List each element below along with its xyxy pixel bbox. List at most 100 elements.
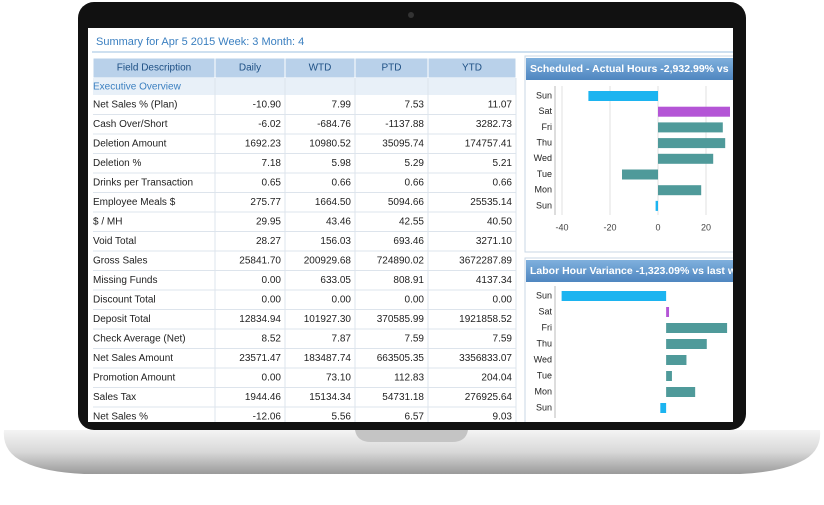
y-tick-label: Fri — [542, 122, 553, 132]
row-label: Drinks per Transaction — [93, 177, 193, 188]
x-tick-label: -40 — [555, 222, 568, 232]
cell-value: 370585.99 — [377, 314, 425, 325]
cell-value: -6.02 — [258, 119, 281, 130]
y-tick-label: Wed — [534, 354, 552, 364]
row-label: Employee Meals $ — [93, 197, 176, 208]
bar — [658, 106, 730, 117]
cell-value: 11.07 — [488, 99, 513, 110]
cell-value: -1137.88 — [385, 119, 424, 130]
cell-value: 174757.41 — [465, 138, 513, 149]
x-tick-label: 20 — [701, 222, 711, 232]
cell-value: 663505.35 — [377, 353, 425, 364]
cell-value: 4137.34 — [476, 275, 513, 286]
cell-value: 183487.74 — [304, 353, 352, 364]
cell-value: 5.98 — [332, 158, 352, 169]
cell-value: 15134.34 — [309, 392, 351, 403]
bar — [666, 355, 687, 365]
x-tick-label: -20 — [603, 222, 616, 232]
row-label: Check Average (Net) — [93, 333, 186, 344]
bar — [561, 291, 667, 301]
cell-value: 0.00 — [405, 294, 425, 305]
column-header-label: Field Description — [117, 63, 191, 74]
bar — [666, 371, 672, 381]
y-tick-label: Sat — [538, 106, 552, 116]
bar — [622, 169, 658, 180]
cell-value: 7.18 — [262, 158, 282, 169]
cell-value: 1692.23 — [245, 138, 282, 149]
row-label: Void Total — [93, 236, 136, 247]
chart-header — [526, 260, 733, 282]
base-notch — [355, 430, 468, 442]
row-label: Promotion Amount — [93, 372, 175, 383]
y-tick-label: Fri — [542, 322, 553, 332]
cell-value: 25535.14 — [470, 197, 512, 208]
cell-value: -10.90 — [253, 99, 282, 110]
cell-value: 6.57 — [405, 411, 425, 422]
bar — [655, 200, 658, 211]
cell-value: 0.66 — [493, 177, 513, 188]
row-label: Cash Over/Short — [93, 119, 168, 130]
y-tick-label: Wed — [534, 153, 552, 163]
cell-value: 112.83 — [394, 372, 424, 383]
y-tick-label: Sun — [536, 90, 552, 100]
column-header-label: YTD — [462, 63, 482, 74]
cell-value: 12834.94 — [239, 314, 281, 325]
cell-value: 3282.73 — [476, 119, 513, 130]
row-label: Discount Total — [93, 294, 156, 305]
y-tick-label: Sun — [536, 402, 552, 412]
cell-value: 25841.70 — [239, 255, 281, 266]
row-label: Deletion Amount — [93, 138, 167, 149]
cell-value: 0.00 — [493, 294, 513, 305]
cell-value: 0.65 — [262, 177, 282, 188]
cell-value: 1664.50 — [315, 197, 352, 208]
bar — [658, 153, 714, 164]
cell-value: 1921858.52 — [459, 314, 512, 325]
camera — [408, 12, 414, 18]
cell-value: -684.76 — [317, 119, 351, 130]
bar — [658, 185, 702, 196]
cell-value: 3271.10 — [476, 236, 513, 247]
bar — [666, 339, 707, 349]
cell-value: 42.55 — [399, 216, 424, 227]
cell-value: 7.59 — [493, 333, 513, 344]
cell-value: 28.27 — [256, 236, 281, 247]
y-tick-label: Thu — [536, 338, 552, 348]
row-label: Deposit Total — [93, 314, 151, 325]
column-header-label: Daily — [239, 63, 261, 74]
cell-value: 0.00 — [262, 275, 282, 286]
cell-value: 0.66 — [405, 177, 425, 188]
y-tick-label: Mon — [534, 386, 552, 396]
column-header-label: WTD — [309, 63, 332, 74]
cell-value: 7.59 — [405, 333, 425, 344]
cell-value: 9.03 — [493, 411, 513, 422]
cell-value: 35095.74 — [382, 138, 424, 149]
cell-value: 5.21 — [493, 158, 513, 169]
row-label: Gross Sales — [93, 255, 147, 266]
cell-value: 101927.30 — [304, 314, 352, 325]
column-header-label: PTD — [382, 63, 402, 74]
cell-value: 1944.46 — [245, 392, 282, 403]
cell-value: 43.46 — [326, 216, 351, 227]
cell-value: 0.66 — [332, 177, 352, 188]
cell-value: 3356833.07 — [459, 353, 512, 364]
cell-value: 8.52 — [262, 333, 282, 344]
bar — [588, 91, 658, 101]
bar — [666, 323, 728, 333]
cell-value: 0.00 — [332, 294, 352, 305]
bar — [658, 138, 726, 149]
y-tick-label: Thu — [536, 137, 552, 147]
cell-value: 7.53 — [405, 99, 425, 110]
bar — [660, 403, 667, 413]
row-label: $ / MH — [93, 216, 122, 227]
bar — [666, 387, 696, 397]
laptop-base — [3, 430, 821, 474]
cell-value: 40.50 — [487, 216, 512, 227]
cell-value: 54731.18 — [382, 392, 424, 403]
cell-value: 156.03 — [320, 236, 351, 247]
y-tick-label: Sat — [538, 306, 552, 316]
cell-value: 7.87 — [332, 333, 352, 344]
row-label: Deletion % — [93, 158, 141, 169]
section-label: Executive Overview — [93, 82, 182, 93]
row-label: Sales Tax — [93, 392, 136, 403]
